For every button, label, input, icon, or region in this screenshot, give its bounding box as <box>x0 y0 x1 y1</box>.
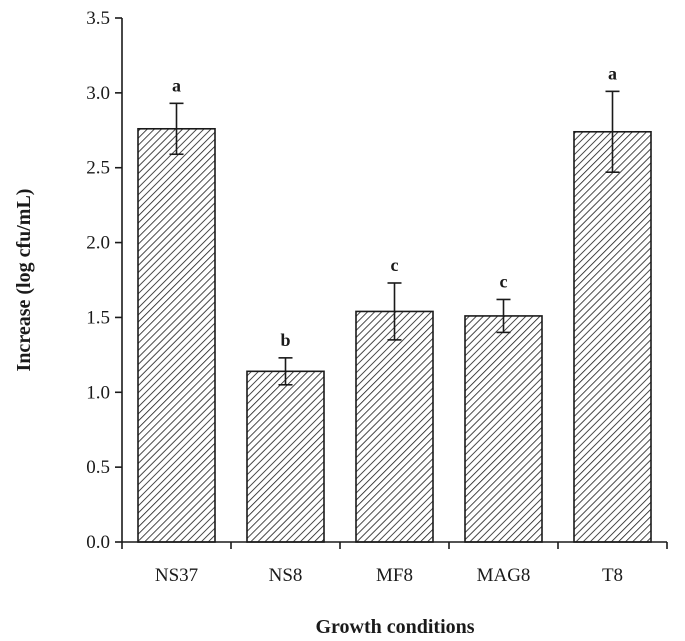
significance-label: b <box>280 330 290 350</box>
significance-labels-group: a b c c a <box>172 63 617 349</box>
y-tick-label: 3.5 <box>86 8 110 29</box>
significance-label: c <box>500 271 508 291</box>
y-ticks-group: 0.0 0.5 1.0 1.5 2.0 2.5 3.0 3.5 <box>86 8 122 553</box>
y-axis-title: Increase (log cfu/mL) <box>13 189 35 372</box>
y-tick-label: 2.5 <box>86 158 110 179</box>
y-tick-label: 3.0 <box>86 83 110 104</box>
error-bars-group <box>169 90 620 386</box>
y-tick-label: 1.0 <box>86 382 110 403</box>
bar-mag8 <box>464 315 543 543</box>
y-tick-label: 0.5 <box>86 457 110 478</box>
bar-ns37 <box>137 127 216 543</box>
bar-t8 <box>573 130 652 543</box>
y-tick-label: 1.5 <box>86 307 110 328</box>
significance-label: a <box>608 63 617 83</box>
y-tick-label: 2.0 <box>86 233 110 254</box>
x-ticks-group: NS37 NS8 MF8 MAG8 T8 <box>121 542 668 586</box>
x-category-label: MF8 <box>376 565 413 586</box>
significance-label: a <box>172 75 181 95</box>
bar-mf8 <box>355 310 434 543</box>
x-category-label: NS37 <box>155 565 198 586</box>
x-axis-title: Growth conditions <box>315 616 474 638</box>
bar-ns8 <box>246 370 325 543</box>
significance-label: c <box>391 255 399 275</box>
x-category-label: MAG8 <box>477 565 531 586</box>
y-tick-label: 0.0 <box>86 532 110 553</box>
x-category-label: NS8 <box>269 565 303 586</box>
x-category-label: T8 <box>602 565 623 586</box>
